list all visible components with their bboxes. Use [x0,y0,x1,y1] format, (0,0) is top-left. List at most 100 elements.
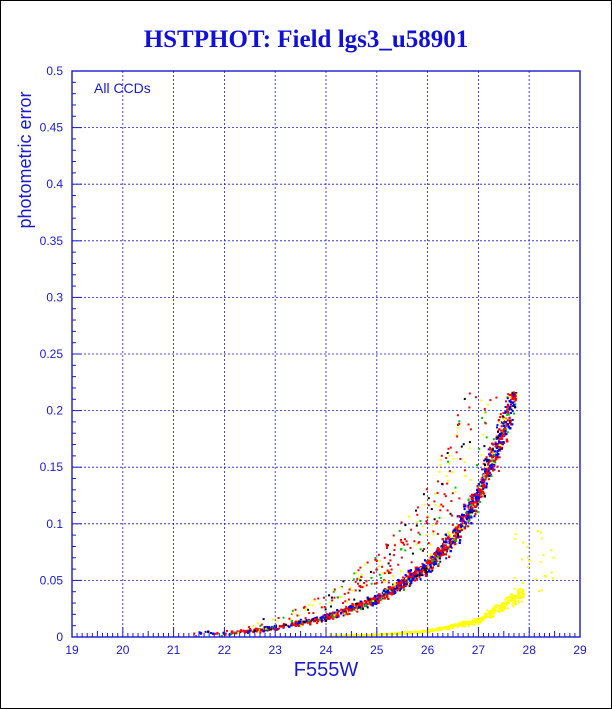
data-point [431,564,434,567]
data-point [449,534,452,536]
data-point [440,454,443,457]
data-point [476,488,479,491]
data-point [386,595,389,598]
data-point [467,423,470,426]
data-point [491,467,494,470]
data-point [316,622,319,625]
data-point [431,523,434,526]
data-point [479,485,482,488]
data-point [410,573,413,576]
data-point [478,447,481,450]
data-point [500,606,503,608]
data-point [460,528,463,531]
data-point [503,424,506,427]
data-point [424,568,427,571]
data-point [380,577,382,579]
data-point [514,599,516,602]
data-point [505,596,508,599]
data-point [474,497,477,500]
data-point [471,493,474,496]
data-point [266,626,269,629]
data-point [489,459,492,462]
data-point [448,454,451,457]
data-point [502,429,505,432]
data-point [308,612,311,615]
data-point [509,398,512,401]
data-point [259,624,262,627]
data-point [463,505,466,508]
data-point [224,632,227,635]
data-point [476,500,479,502]
data-point [312,620,315,623]
data-point [328,601,331,604]
data-point [290,624,293,627]
data-point [445,541,448,544]
data-point [387,562,390,565]
data-point [374,598,377,601]
data-point [346,613,349,616]
data-point [494,458,497,461]
data-point [512,395,515,398]
data-point [313,598,316,601]
data-point [322,614,325,617]
data-point [477,483,480,486]
data-point [466,525,469,528]
data-point [231,630,234,633]
data-point [447,531,450,534]
data-point [383,579,386,582]
data-point [270,626,273,629]
data-point [421,525,424,528]
data-point [495,605,497,608]
data-point [299,625,302,628]
data-point [429,556,432,559]
data-point [381,572,384,575]
data-point [482,617,485,620]
data-point [479,501,482,503]
data-point [514,603,517,606]
data-point [455,451,458,454]
data-point [397,563,400,566]
data-point [484,422,487,425]
data-point [491,447,494,450]
data-point [374,600,377,603]
data-point [368,598,371,601]
data-point [423,548,425,550]
data-point [450,537,453,540]
data-point [358,585,361,588]
data-point [512,594,515,597]
data-point [435,554,438,557]
data-point [436,553,439,556]
data-point [455,434,458,437]
data-point [387,588,390,591]
data-point [199,631,202,634]
data-point [353,572,356,575]
data-point [467,520,470,522]
data-point [500,447,503,450]
data-point [363,605,366,608]
data-point [442,542,445,545]
data-point [234,631,237,634]
data-point [379,595,381,598]
data-point [328,634,331,637]
data-point [482,486,485,489]
data-point [331,599,334,602]
data-point [455,528,458,530]
data-point [479,488,482,491]
data-point [411,552,414,555]
data-point [482,468,485,471]
data-point [403,543,406,546]
data-point [386,569,389,572]
data-point [390,590,393,593]
data-point [268,627,271,630]
data-point [513,400,516,403]
data-point [246,630,249,632]
data-point [447,447,450,450]
data-point [480,481,483,484]
data-point [502,431,505,434]
data-point [504,598,507,601]
data-point [489,399,492,402]
data-point [442,553,445,556]
data-point [298,614,301,617]
data-point [282,616,285,619]
data-point [491,459,494,462]
